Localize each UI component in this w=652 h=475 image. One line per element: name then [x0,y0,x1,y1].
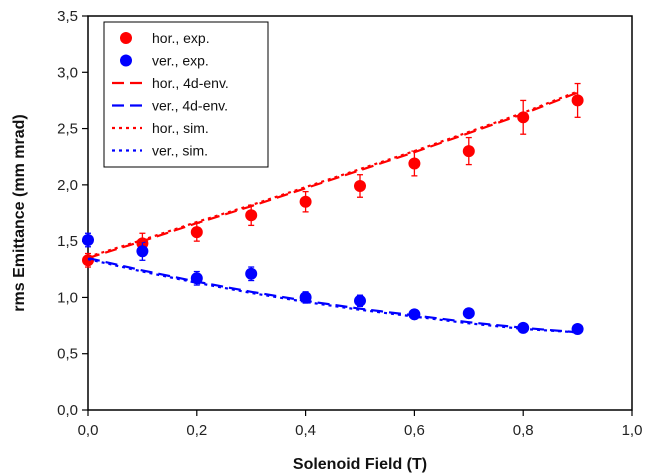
y-tick-label: 0,5 [57,346,78,363]
legend-label: ver., 4d-env. [152,98,228,114]
legend-label: hor., sim. [152,120,209,136]
x-tick-label: 0,6 [404,422,425,439]
legend: hor., exp. ver., exp. hor., 4d-env. ver., 4… [103,21,269,168]
data-point [462,145,475,158]
series-line-ver-sim [87,258,578,334]
data-point [408,308,421,321]
x-tick-label: 1,0 [622,422,643,439]
y-tick-label: 1,5 [57,233,78,250]
legend-item: ver., sim. [112,143,208,159]
y-tick-label: 2,0 [57,177,78,194]
legend-label: ver., sim. [152,143,208,159]
data-point [299,195,312,208]
y-tick-label: 3,0 [57,64,78,81]
plot-border [87,15,633,411]
legend-marker [120,32,132,44]
data-point [245,209,258,222]
series-line-hor-4d-env [87,91,579,260]
data-point [571,94,584,107]
data-point [82,234,94,247]
legend-item: hor., sim. [112,120,209,136]
y-tick-label: 0,0 [57,402,78,419]
legend-box [103,21,269,168]
x-axis: 0,0 0,2 0,4 0,6 0,8 1,0 [78,410,643,439]
data-point [245,267,258,280]
legend-item: ver., exp. [120,53,209,69]
data-point [354,294,366,307]
series-line-hor-sim [87,90,579,258]
data-point [190,226,203,239]
data-point [354,179,366,192]
y-axis: 0,0 0,5 1,0 1,5 2,0 2,5 3,0 3,5 [57,8,88,419]
legend-label: hor., exp. [152,30,210,46]
data-point [462,307,475,320]
legend-item: ver., 4d-env. [112,98,228,114]
x-tick-label: 0,4 [295,422,316,439]
plot-area [87,15,633,411]
legend-marker [120,54,132,67]
legend-label: ver., exp. [152,53,209,69]
data-point [136,245,149,258]
y-tick-label: 1,0 [57,289,78,306]
x-tick-label: 0,8 [513,422,534,439]
legend-item: hor., exp. [120,30,210,46]
y-tick-label: 3,5 [57,8,78,25]
x-tick-label: 0,2 [186,422,207,439]
legend-label: hor., 4d-env. [152,75,229,91]
y-tick-label: 2,5 [57,121,78,138]
series-line-ver-4d-env [87,256,578,334]
series-layer [82,82,584,335]
y-axis-title: rms Emittance (mm mrad) [11,114,28,311]
legend-item: hor., 4d-env. [112,75,229,91]
x-tick-label: 0,0 [78,422,99,439]
data-point [408,157,421,170]
x-axis-title: Solenoid Field (T) [293,456,427,473]
